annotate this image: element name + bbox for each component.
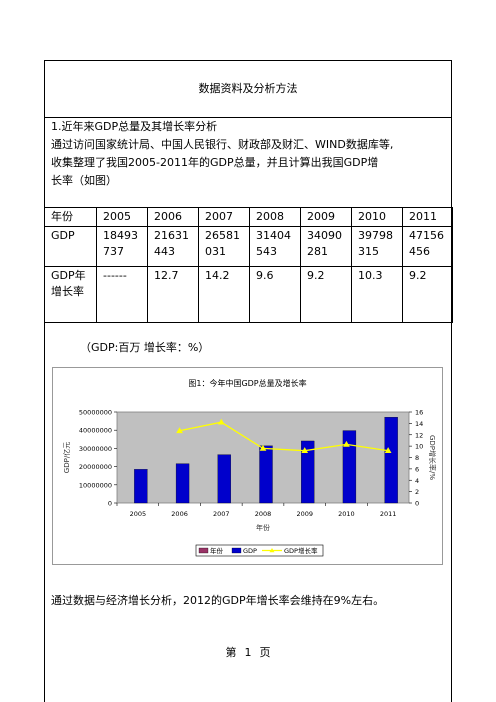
legend-label-gdp: GDP (243, 547, 257, 555)
gdp-bar (175, 463, 190, 504)
gdp-bar (384, 417, 398, 504)
row-label-gdp: GDP (44, 226, 97, 267)
gdp-bar (342, 430, 357, 504)
gdp-chart: 图1：今年中国GDP总量及增长率 0 10000000 20000000 300000… (52, 367, 443, 565)
table-row-gdp: GDP 18493737 21631443 26581031 31404543 … (44, 226, 453, 267)
y2-tick-label: 2 (415, 488, 419, 496)
growth-point (259, 444, 267, 451)
page-suffix: 页 (259, 646, 271, 659)
growth-cell: 10.3 (351, 266, 403, 323)
y-tick-label: 20000000 (79, 463, 112, 471)
growth-cell: 12.7 (147, 266, 199, 323)
gdp-cell: 34090281 (300, 226, 352, 267)
legend-swatch-year (198, 547, 209, 554)
y2-tick-label: 8 (415, 454, 419, 462)
document-frame (44, 60, 452, 702)
y2-tick-label: 0 (415, 500, 419, 508)
chart-title: 图1：今年中国GDP总量及增长率 (188, 379, 307, 388)
growth-cell: ------ (96, 266, 148, 323)
x-tick-label: 2007 (213, 510, 230, 518)
y2-tick-label: 12 (415, 431, 423, 439)
intro-line: 长率（如图） (51, 174, 117, 187)
legend-box (195, 544, 324, 557)
y2-axis-label: GDP增长率/% (428, 435, 437, 480)
y-tick-label: 30000000 (79, 445, 112, 453)
growth-point (301, 447, 309, 453)
y-tick-label: 10000000 (79, 481, 112, 489)
page-number-value: 1 (244, 646, 252, 659)
gdp-bar (259, 445, 273, 504)
conclusion-text: 通过数据与经济增长分析，2012的GDP年增长率会维持在9%左右。 (51, 594, 385, 607)
y-tick-label: 40000000 (79, 427, 112, 435)
table-row-growth: GDP年增长率 ------ 12.7 14.2 9.6 9.2 10.3 9.… (44, 266, 453, 323)
y2-tick-label: 14 (415, 420, 423, 428)
gdp-cell: 26581031 (198, 226, 250, 267)
legend-label-growth: GDP增长率 (284, 546, 318, 555)
y2-tick-label: 6 (415, 465, 419, 473)
legend-swatch-gdp (231, 547, 242, 554)
x-tick-label: 2008 (255, 510, 272, 518)
gdp-cell: 21631443 (147, 226, 199, 267)
page-prefix: 第 (225, 646, 237, 659)
x-tick-label: 2005 (130, 510, 147, 518)
y2-tick-label: 10 (415, 443, 423, 451)
x-tick-label: 2011 (380, 510, 397, 518)
x-tick-label: 2009 (296, 510, 313, 518)
growth-cell: 9.6 (249, 266, 301, 323)
gdp-cell: 18493737 (96, 226, 148, 267)
row-label-year: 年份 (44, 207, 97, 227)
growth-point (384, 447, 392, 453)
growth-cell: 9.2 (300, 266, 352, 323)
x-tick-label: 2010 (338, 510, 355, 518)
intro-paragraph: 1.近年来GDP总量及其增长率分析 通过访问国家统计局、中国人民银行、财政部及财… (51, 118, 447, 190)
growth-point (343, 440, 350, 447)
year-cell: 2011 (402, 207, 453, 227)
year-cell: 2008 (249, 207, 301, 227)
year-cell: 2005 (96, 207, 148, 227)
growth-point (176, 427, 183, 434)
y2-tick-label: 16 (415, 409, 423, 417)
y-tick-label: 50000000 (79, 409, 112, 417)
gdp-bar (217, 454, 231, 504)
unit-note: （GDP:百万 增长率：%） (80, 341, 210, 354)
x-axis-label: 年份 (256, 523, 270, 532)
legend-marker-growth (269, 548, 275, 553)
y2-tick-label: 4 (415, 477, 419, 485)
gdp-cell: 31404543 (249, 226, 301, 267)
intro-line: 收集整理了我国2005-2011年的GDP总量，并且计算出我国GDP增 (51, 156, 379, 169)
gdp-bar (301, 440, 315, 504)
chart-svg: 0 10000000 20000000 30000000 40000000 5000000… (62, 409, 437, 557)
y-tick-label: 0 (108, 500, 112, 508)
year-cell: 2007 (198, 207, 250, 227)
growth-line (179, 421, 389, 452)
intro-line: 通过访问国家统计局、中国人民银行、财政部及财汇、WIND数据库等, (51, 138, 394, 151)
year-cell: 2006 (147, 207, 199, 227)
growth-point (217, 418, 225, 425)
gdp-cell: 39798315 (351, 226, 403, 267)
gdp-bar (134, 469, 148, 504)
section-title: 数据资料及分析方法 (44, 60, 452, 118)
intro-heading: 1.近年来GDP总量及其增长率分析 (51, 120, 218, 133)
gdp-table: 年份 2005 2006 2007 2008 2009 2010 2011 GD… (44, 207, 453, 323)
growth-cell: 9.2 (402, 266, 453, 323)
legend-label-year: 年份 (210, 546, 224, 555)
row-label-growth: GDP年增长率 (44, 266, 97, 323)
growth-cell: 14.2 (198, 266, 250, 323)
y-axis-label: GDP/亿元 (62, 442, 71, 473)
year-cell: 2009 (300, 207, 352, 227)
x-tick-label: 2006 (171, 510, 188, 518)
table-row-years: 年份 2005 2006 2007 2008 2009 2010 2011 (44, 207, 453, 227)
gdp-cell: 47156456 (402, 226, 453, 267)
year-cell: 2010 (351, 207, 403, 227)
